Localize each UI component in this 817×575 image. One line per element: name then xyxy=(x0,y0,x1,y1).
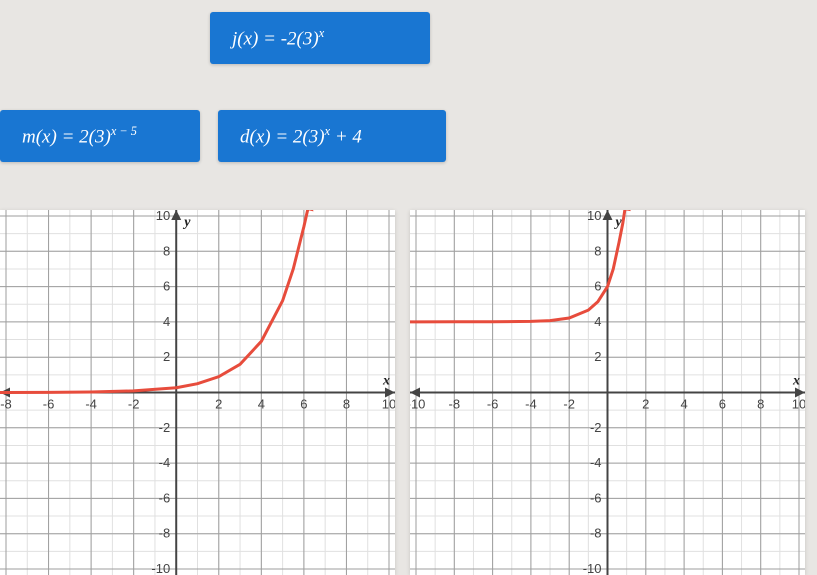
svg-text:2: 2 xyxy=(594,349,601,364)
fn-of-x: (x) = xyxy=(250,126,293,147)
fn-base: 2(3) xyxy=(293,126,325,147)
svg-text:4: 4 xyxy=(594,314,601,329)
svg-text:-10: -10 xyxy=(410,397,425,412)
svg-text:-8: -8 xyxy=(0,397,12,412)
chart-svg: -10-8-6-4-2246810-10-8-6-4-2246810xy xyxy=(410,210,805,575)
svg-text:2: 2 xyxy=(215,397,222,412)
svg-text:-2: -2 xyxy=(128,397,140,412)
x-axis-label: x xyxy=(792,374,800,389)
axes xyxy=(410,210,805,575)
svg-text:6: 6 xyxy=(163,279,170,294)
svg-text:-6: -6 xyxy=(159,490,171,505)
svg-text:-4: -4 xyxy=(159,455,171,470)
svg-text:6: 6 xyxy=(719,397,726,412)
svg-text:10: 10 xyxy=(792,397,805,412)
fn-of-x: (x) = xyxy=(237,28,280,49)
svg-text:10: 10 xyxy=(382,397,395,412)
formula-card-j[interactable]: j(x) = -2(3)x xyxy=(210,12,430,64)
svg-text:8: 8 xyxy=(163,243,170,258)
svg-text:4: 4 xyxy=(680,397,687,412)
x-axis-label: x xyxy=(382,374,390,389)
chart-svg: -8 -6 -4 -2 2 4 6 8 10 -10 -8 -6 -4 -2 2 4 6 8 10 x y xyxy=(0,210,395,575)
svg-text:6: 6 xyxy=(300,397,307,412)
fn-name: d xyxy=(240,126,250,147)
svg-text:-6: -6 xyxy=(487,397,499,412)
fn-exp: x − 5 xyxy=(111,124,137,138)
svg-text:-6: -6 xyxy=(43,397,55,412)
fn-of-x: (x) = xyxy=(36,126,79,147)
right-chart: -10-8-6-4-2246810-10-8-6-4-2246810xy xyxy=(410,210,805,575)
svg-text:6: 6 xyxy=(594,279,601,294)
svg-text:2: 2 xyxy=(163,349,170,364)
svg-text:8: 8 xyxy=(343,397,350,412)
y-axis-label: y xyxy=(182,215,191,230)
formula-card-d[interactable]: d(x) = 2(3)x + 4 xyxy=(218,110,446,162)
svg-text:-2: -2 xyxy=(563,397,575,412)
svg-text:-8: -8 xyxy=(590,526,602,541)
fn-exp: x xyxy=(319,26,324,40)
svg-text:8: 8 xyxy=(757,397,764,412)
svg-text:8: 8 xyxy=(594,243,601,258)
fn-tail: + 4 xyxy=(330,126,362,147)
svg-text:-2: -2 xyxy=(159,420,171,435)
svg-text:-8: -8 xyxy=(449,397,461,412)
fn-name: m xyxy=(22,126,36,147)
left-chart: -8 -6 -4 -2 2 4 6 8 10 -10 -8 -6 -4 -2 2 4 6 8 10 x y xyxy=(0,210,395,575)
svg-text:-10: -10 xyxy=(583,561,602,575)
svg-text:-4: -4 xyxy=(590,455,602,470)
svg-text:4: 4 xyxy=(258,397,265,412)
svg-text:-6: -6 xyxy=(590,490,602,505)
formula-card-m[interactable]: m(x) = 2(3)x − 5 xyxy=(0,110,200,162)
fn-base: -2(3) xyxy=(281,28,319,49)
svg-text:-4: -4 xyxy=(525,397,537,412)
svg-text:4: 4 xyxy=(163,314,170,329)
svg-text:-4: -4 xyxy=(85,397,97,412)
fn-base: 2(3) xyxy=(79,126,111,147)
svg-text:-2: -2 xyxy=(590,420,602,435)
function-curve xyxy=(410,210,627,322)
svg-text:-8: -8 xyxy=(159,526,171,541)
svg-text:-10: -10 xyxy=(151,561,170,575)
svg-text:2: 2 xyxy=(642,397,649,412)
svg-text:10: 10 xyxy=(156,210,170,223)
svg-text:10: 10 xyxy=(587,210,601,223)
